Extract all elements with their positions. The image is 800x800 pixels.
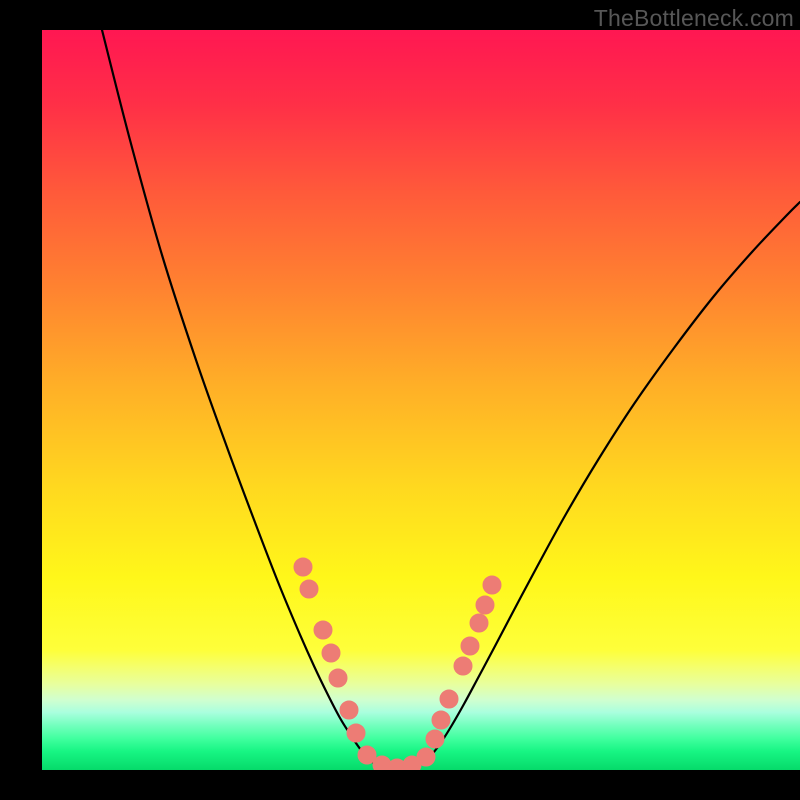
data-marker bbox=[300, 580, 318, 598]
data-marker bbox=[322, 644, 340, 662]
frame-left bbox=[0, 0, 42, 800]
frame-bottom bbox=[42, 770, 800, 800]
data-marker bbox=[461, 637, 479, 655]
data-marker bbox=[314, 621, 332, 639]
data-markers bbox=[294, 558, 501, 770]
data-marker bbox=[483, 576, 501, 594]
data-marker bbox=[470, 614, 488, 632]
bottleneck-curve bbox=[102, 30, 800, 769]
data-marker bbox=[329, 669, 347, 687]
plot-area bbox=[42, 30, 800, 770]
data-marker bbox=[417, 748, 435, 766]
data-marker bbox=[476, 596, 494, 614]
data-marker bbox=[440, 690, 458, 708]
curve-layer bbox=[42, 30, 800, 770]
data-marker bbox=[454, 657, 472, 675]
watermark-text: TheBottleneck.com bbox=[594, 5, 794, 32]
data-marker bbox=[347, 724, 365, 742]
data-marker bbox=[294, 558, 312, 576]
data-marker bbox=[432, 711, 450, 729]
data-marker bbox=[340, 701, 358, 719]
data-marker bbox=[426, 730, 444, 748]
